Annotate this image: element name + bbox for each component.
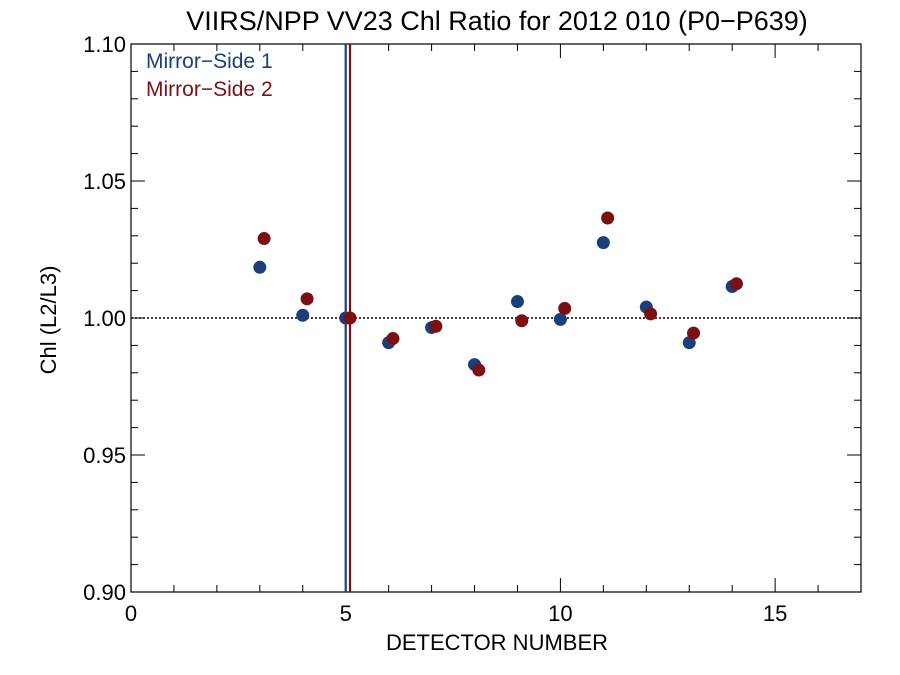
data-point-series-2 bbox=[300, 292, 314, 306]
data-point-series-2 bbox=[644, 307, 658, 321]
legend-item-mirror-side-2: Mirror−Side 2 bbox=[146, 78, 273, 101]
x-tick-label: 10 bbox=[548, 601, 572, 626]
data-point-series-2 bbox=[729, 277, 743, 291]
y-axis-label: Chl (L2/L3) bbox=[36, 266, 61, 375]
legend-item-mirror-side-1: Mirror−Side 1 bbox=[146, 50, 273, 73]
data-point-series-2 bbox=[429, 319, 443, 333]
data-point-series-2 bbox=[515, 314, 529, 328]
chart-title: VIIRS/NPP VV23 Chl Ratio for 2012 010 (P… bbox=[186, 6, 808, 36]
scatter-points bbox=[253, 211, 743, 377]
data-point-series-2 bbox=[472, 363, 486, 377]
y-tick-label: 0.95 bbox=[83, 443, 126, 468]
x-tick-label: 5 bbox=[340, 601, 352, 626]
data-point-series-2 bbox=[257, 232, 271, 246]
data-point-series-2 bbox=[687, 326, 701, 340]
y-tick-label: 1.05 bbox=[83, 169, 126, 194]
x-axis-label: DETECTOR NUMBER bbox=[386, 630, 608, 655]
x-tick-label: 0 bbox=[125, 601, 137, 626]
data-point-series-1 bbox=[596, 236, 610, 250]
y-tick-label: 0.90 bbox=[83, 580, 126, 605]
data-point-series-2 bbox=[343, 311, 357, 325]
data-point-series-2 bbox=[558, 301, 572, 315]
axis-tick-labels: 0 5 10 15 0.90 0.95 1.00 1.05 1.10 bbox=[83, 32, 787, 626]
y-tick-label: 1.00 bbox=[83, 306, 126, 331]
x-tick-label: 15 bbox=[763, 601, 787, 626]
data-point-series-1 bbox=[296, 308, 310, 322]
y-tick-label: 1.10 bbox=[83, 32, 126, 57]
data-point-series-1 bbox=[553, 312, 567, 326]
data-point-series-1 bbox=[510, 295, 524, 309]
data-point-series-2 bbox=[601, 211, 615, 225]
data-point-series-2 bbox=[386, 332, 400, 346]
data-point-series-1 bbox=[253, 260, 267, 274]
legend: Mirror−Side 1 Mirror−Side 2 bbox=[146, 50, 273, 101]
